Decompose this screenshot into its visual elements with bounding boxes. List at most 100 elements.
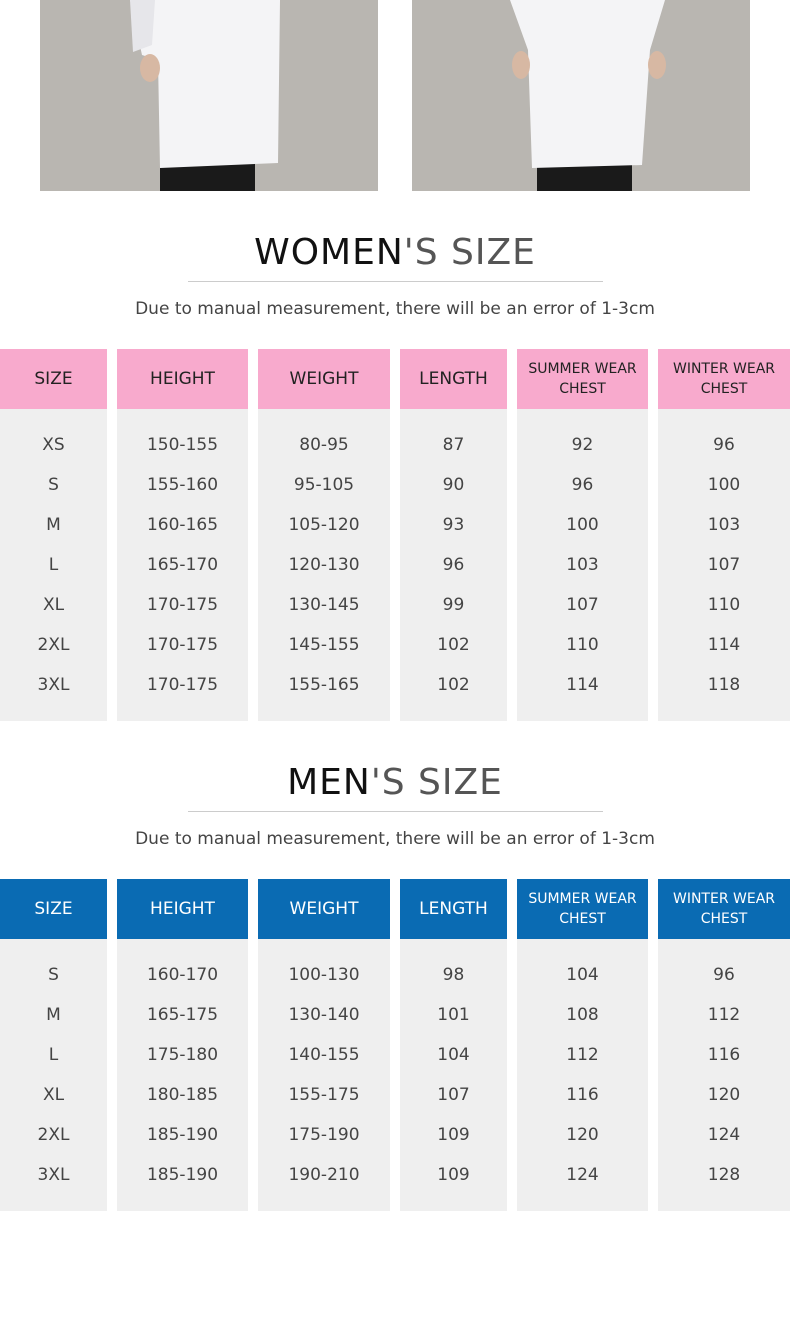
cell-value: 124 [566, 1165, 599, 1185]
title-rule [188, 281, 603, 282]
cell-value: 118 [707, 675, 741, 695]
cell-value: 110 [707, 595, 741, 615]
column-header: SIZE [0, 879, 107, 939]
cell-value: 107 [566, 595, 599, 615]
cell-value: 105-120 [288, 515, 360, 535]
cell-value: 87 [442, 435, 465, 455]
column-header: WEIGHT [258, 879, 390, 939]
cell-value: 170-175 [146, 635, 219, 655]
cell-value: 92 [571, 435, 594, 455]
cell-value: 140-155 [288, 1045, 360, 1065]
cell-value: 104 [566, 965, 599, 985]
title-rule [188, 811, 603, 812]
column-body [0, 409, 107, 721]
column-header: HEIGHT [117, 879, 248, 939]
cell-value: 165-175 [146, 1005, 219, 1025]
column-header: SUMMER WEAR CHEST [517, 879, 648, 939]
column-body [258, 939, 390, 1211]
cell-value: L [48, 555, 59, 575]
column-header: WINTER WEAR CHEST [658, 879, 790, 939]
measurement-note: Due to manual measurement, there will be… [135, 829, 655, 849]
cell-value: 185-190 [146, 1165, 219, 1185]
cell-value: 180-185 [146, 1085, 219, 1105]
cell-value: XL [42, 1085, 65, 1105]
cell-value: 110 [566, 635, 599, 655]
cell-value: 155-175 [288, 1085, 360, 1105]
cell-value: 130-145 [288, 595, 360, 615]
cell-value: 175-180 [146, 1045, 219, 1065]
cell-value: S [48, 475, 59, 495]
column-body [517, 939, 648, 1211]
cell-value: 3XL [37, 675, 70, 695]
cell-value: 175-190 [288, 1125, 360, 1145]
column-header: LENGTH [400, 879, 507, 939]
cell-value: 185-190 [146, 1125, 219, 1145]
cell-value: 112 [566, 1045, 599, 1065]
cell-value: 100 [707, 475, 741, 495]
cell-value: 96 [713, 965, 735, 985]
column-body [658, 409, 790, 721]
cell-value: 107 [437, 1085, 470, 1105]
cell-value: 124 [707, 1125, 741, 1145]
column-body [517, 409, 648, 721]
cell-value: 101 [437, 1005, 470, 1025]
cell-value: 90 [442, 475, 465, 495]
cell-value: 114 [707, 635, 741, 655]
cell-value: M [46, 515, 61, 535]
column-body [400, 409, 507, 721]
cell-value: 108 [566, 1005, 599, 1025]
cell-value: 98 [442, 965, 465, 985]
cell-value: 120 [566, 1125, 599, 1145]
cell-value: 96 [442, 555, 465, 575]
cell-value: 102 [437, 675, 470, 695]
cell-value: M [46, 1005, 61, 1025]
product-photos [40, 0, 750, 191]
measurement-note: Due to manual measurement, there will be… [135, 299, 655, 319]
cell-value: 104 [437, 1045, 470, 1065]
cell-value: S [48, 965, 59, 985]
cell-value: 145-155 [288, 635, 360, 655]
title-rest: 'S SIZE [370, 762, 503, 803]
cell-value: 100-130 [288, 965, 360, 985]
cell-value: 190-210 [288, 1165, 360, 1185]
column-header: SIZE [0, 349, 107, 409]
cell-value: 170-175 [146, 675, 219, 695]
column-body [258, 409, 390, 721]
cell-value: 95-105 [293, 475, 355, 495]
cell-value: 170-175 [146, 595, 219, 615]
title-main: WOMEN [254, 232, 404, 273]
cell-value: 96 [713, 435, 735, 455]
section-title: MEN'S SIZE [0, 762, 790, 803]
cell-value: 160-170 [146, 965, 219, 985]
cell-value: 109 [437, 1165, 470, 1185]
cell-value: 128 [707, 1165, 741, 1185]
cell-value: 155-160 [146, 475, 219, 495]
cell-value: 96 [571, 475, 594, 495]
cell-value: 2XL [37, 1125, 70, 1145]
cell-value: 120-130 [288, 555, 360, 575]
cell-value: 100 [566, 515, 599, 535]
cell-value: 109 [437, 1125, 470, 1145]
cell-value: 107 [707, 555, 741, 575]
cell-value: XS [42, 435, 65, 455]
cell-value: 93 [442, 515, 465, 535]
cell-value: 116 [707, 1045, 741, 1065]
column-header: WINTER WEAR CHEST [658, 349, 790, 409]
cell-value: 120 [707, 1085, 741, 1105]
column-header: WEIGHT [258, 349, 390, 409]
cell-value: 160-165 [146, 515, 219, 535]
cell-value: 112 [707, 1005, 741, 1025]
column-body [117, 939, 248, 1211]
cell-value: 130-140 [288, 1005, 360, 1025]
cell-value: 103 [566, 555, 599, 575]
cell-value: 165-170 [146, 555, 219, 575]
column-header: LENGTH [400, 349, 507, 409]
section-title: WOMEN'S SIZE [0, 232, 790, 273]
cell-value: 102 [437, 635, 470, 655]
cell-value: XL [42, 595, 65, 615]
column-header: SUMMER WEAR CHEST [517, 349, 648, 409]
column-body [0, 939, 107, 1211]
cell-value: 114 [566, 675, 599, 695]
cell-value: 150-155 [146, 435, 219, 455]
